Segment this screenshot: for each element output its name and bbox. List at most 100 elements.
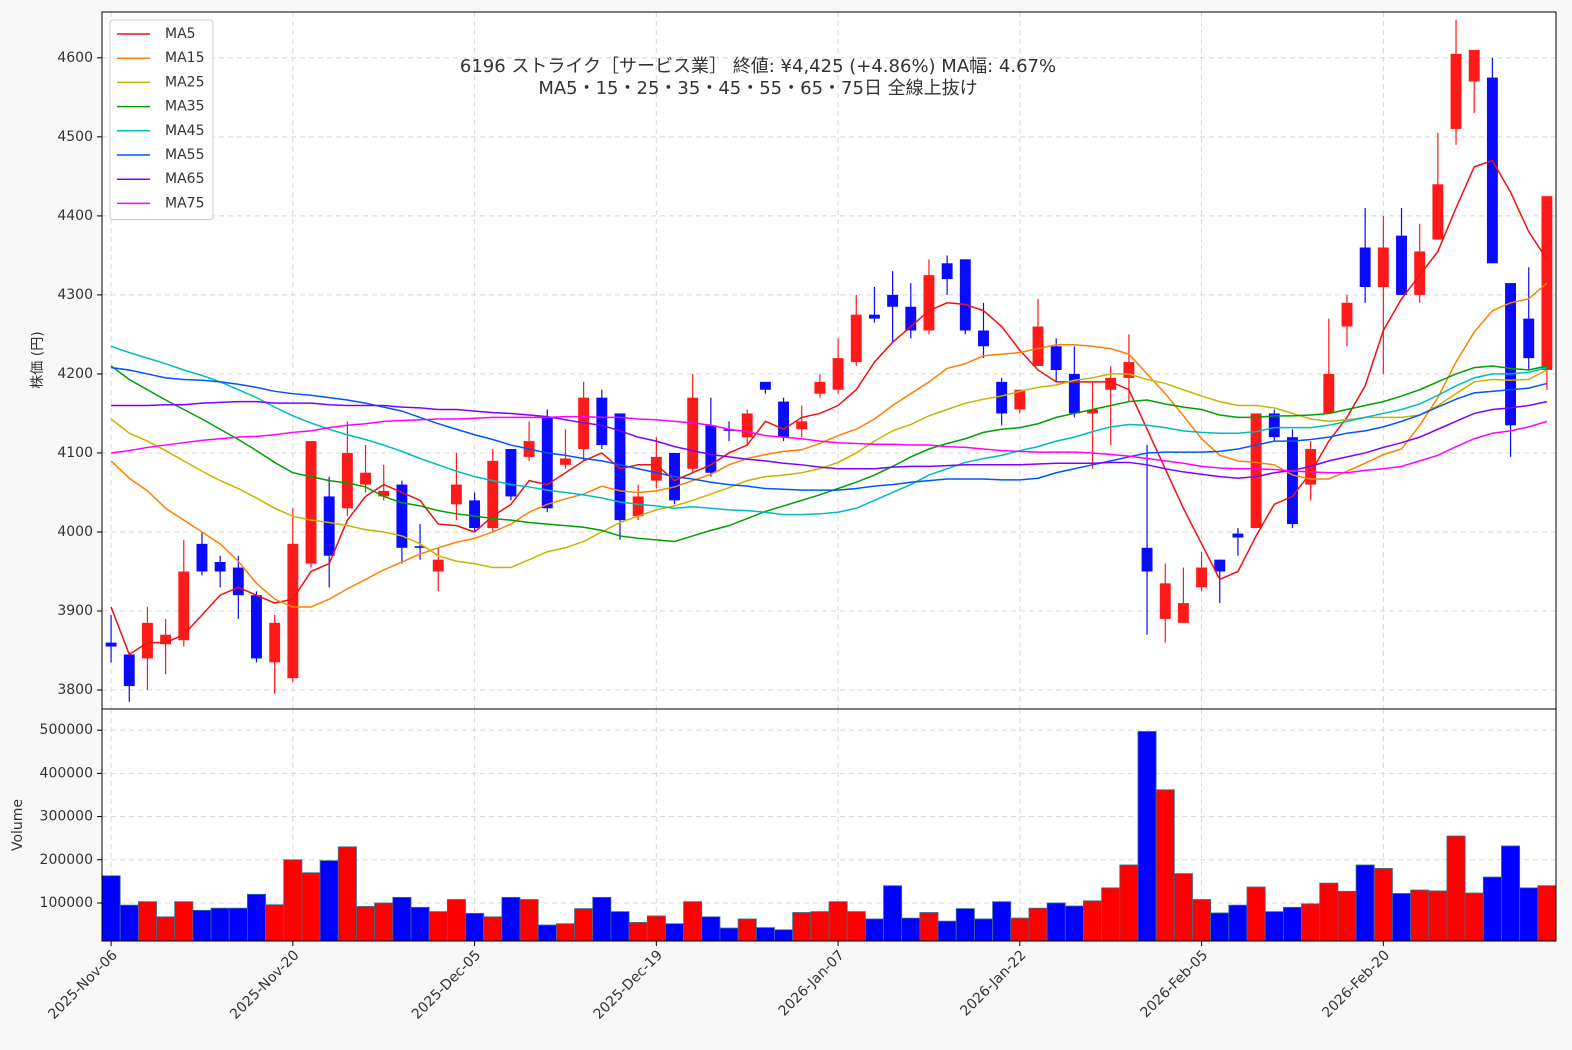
volume-bar [374, 902, 394, 942]
volume-bar [1337, 890, 1357, 942]
chart-subtitle: MA5・15・25・35・45・55・65・75日 全線上抜け [538, 78, 977, 99]
candle-body [1250, 413, 1262, 529]
legend-label: MA75 [165, 195, 204, 211]
volume-bar [337, 846, 357, 942]
volume-bar [356, 906, 376, 942]
x-tick-label: 2026-Jan-07 [776, 947, 848, 1019]
candle-body [287, 543, 299, 679]
x-tick-label: 2025-Nov-06 [45, 947, 120, 1022]
volume-frame [101, 708, 1557, 942]
volume-bar [701, 916, 721, 942]
candle-body [1232, 533, 1244, 538]
volume-bar [737, 918, 757, 942]
ma-line [110, 159, 1548, 656]
volume-bar [301, 872, 321, 942]
volume-bar [774, 929, 794, 942]
y-tick-label: 500000 [40, 722, 93, 738]
volume-bar [174, 901, 194, 942]
ma-line [110, 369, 1548, 569]
candle-body [1432, 184, 1444, 240]
candle-body [196, 543, 208, 572]
volume-bar [410, 906, 430, 942]
volume-bar [1464, 892, 1484, 942]
volume-bar [1410, 889, 1430, 942]
y-tick-label: 4000 [57, 524, 93, 540]
candle-body [232, 567, 244, 596]
candle-body [705, 425, 717, 473]
candle-body [178, 571, 190, 641]
candle-body [251, 595, 262, 659]
y-tick-label: 3900 [57, 603, 93, 619]
volume-bar [192, 909, 212, 942]
candle-body [1414, 251, 1426, 295]
volume-bar [592, 896, 612, 942]
y-tick-label: 4600 [57, 50, 93, 66]
candle-body [323, 496, 335, 556]
volume-bar [1319, 882, 1339, 942]
candle-body [160, 634, 172, 645]
volume-bar [119, 904, 139, 942]
candle-body [414, 546, 426, 548]
volume-bar [1101, 887, 1121, 942]
candle-body [1268, 413, 1280, 438]
volume-bar [392, 896, 412, 942]
legend-label: MA5 [165, 26, 196, 42]
volume-bar [1355, 864, 1375, 942]
x-tick-label: 2026-Feb-05 [1137, 947, 1211, 1021]
y-axis-label: 株価 (円) [30, 331, 46, 388]
candle-body [1486, 77, 1498, 264]
volume-bar [101, 875, 121, 942]
legend-label: MA65 [165, 171, 204, 187]
volume-bar [1246, 886, 1266, 942]
legend-label: MA15 [165, 50, 204, 66]
y-tick-label: 100000 [40, 895, 93, 911]
volume-bar [228, 907, 248, 942]
candle-body [1141, 547, 1153, 572]
legend: MA5 MA15 MA25 MA35 MA45 MA55 MA65 MA75 [109, 19, 214, 221]
volume-bar [1010, 917, 1030, 942]
candle-body [450, 484, 462, 505]
candle-body [1323, 373, 1335, 414]
volume-bar [1064, 905, 1084, 942]
candle-body [923, 275, 935, 331]
candle-body [1341, 302, 1353, 327]
candle-body [996, 381, 1008, 414]
y-tick-label: 4400 [57, 208, 93, 224]
volume-bar [919, 912, 939, 942]
volume-bar [1482, 876, 1502, 942]
candle-body [1032, 326, 1044, 367]
volume-bar [937, 920, 957, 942]
volume-bar [1173, 873, 1193, 942]
candle-body [832, 358, 844, 390]
candle-body [1450, 53, 1462, 129]
x-tick-label: 2025-Dec-19 [591, 947, 666, 1022]
candle-body [360, 472, 371, 485]
candle-body [560, 458, 571, 465]
volume-bar [483, 916, 503, 942]
volume-bar [846, 911, 866, 942]
volume-bar [1192, 899, 1212, 942]
y-tick-label: 4500 [57, 129, 93, 145]
candle-body [141, 622, 153, 659]
legend-label: MA25 [165, 74, 204, 90]
volume-bar [683, 901, 703, 942]
candle-body [814, 381, 826, 394]
y-tick-label: 3800 [57, 682, 93, 698]
candle-body [1068, 373, 1080, 414]
ma-line [110, 345, 1548, 516]
candle-body [1541, 196, 1553, 370]
candle-body [759, 381, 771, 390]
candle-body [1287, 437, 1298, 525]
candle-body [1196, 567, 1208, 588]
candle-body [1396, 235, 1407, 295]
volume-bar [1282, 906, 1302, 942]
volume-bar [319, 860, 339, 942]
candle-body [1105, 377, 1117, 390]
volume-bar [810, 911, 830, 942]
volume-bar [1210, 912, 1230, 942]
volume-bar [465, 912, 485, 942]
volume-bar [883, 885, 903, 942]
volume-bar [1446, 835, 1466, 942]
candle-body [796, 421, 808, 430]
